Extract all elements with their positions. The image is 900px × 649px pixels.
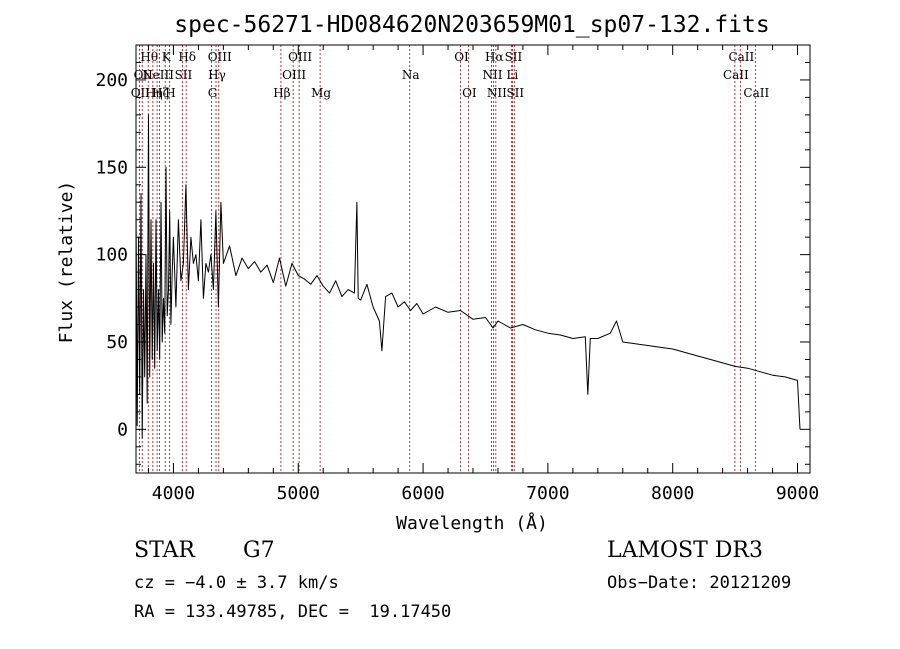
y-tick-label: 0 bbox=[117, 419, 128, 440]
line-marker-label: OI bbox=[462, 86, 477, 100]
line-marker-label: Na bbox=[402, 68, 420, 82]
observation-date: Obs−Date: 20121209 bbox=[607, 573, 792, 593]
y-tick-label: 150 bbox=[95, 157, 128, 178]
object-class: STAR bbox=[134, 538, 195, 563]
y-tick-label: 50 bbox=[106, 332, 128, 353]
line-marker-label: K bbox=[162, 50, 172, 64]
x-axis-label: Wavelength (Å) bbox=[396, 512, 548, 534]
line-marker-label: SII bbox=[505, 50, 523, 64]
y-tick-label: 200 bbox=[95, 70, 128, 91]
line-marker-label: CaII bbox=[728, 50, 754, 64]
x-tick-label: 4000 bbox=[152, 483, 195, 504]
line-marker-label: Hγ bbox=[208, 68, 226, 82]
x-tick-label: 6000 bbox=[401, 483, 444, 504]
line-marker-label: CaII bbox=[743, 86, 769, 100]
line-marker-label: Hδ bbox=[178, 50, 196, 64]
x-tick-label: 8000 bbox=[651, 483, 694, 504]
object-subclass: G7 bbox=[243, 538, 275, 563]
line-marker-label: Hβ bbox=[273, 86, 290, 100]
line-marker-label: Hα bbox=[485, 50, 504, 64]
x-tick-label: 9000 bbox=[776, 483, 819, 504]
line-marker-label: Hθ bbox=[140, 50, 158, 64]
line-marker-label: NII bbox=[482, 68, 502, 82]
plot-frame bbox=[135, 44, 811, 474]
x-tick-label: 7000 bbox=[526, 483, 569, 504]
coordinates: RA = 133.49785, DEC = 19.17450 bbox=[134, 602, 452, 622]
line-marker-label: Mg bbox=[311, 86, 331, 100]
redshift-value: cz = −4.0 ± 3.7 km/s bbox=[134, 573, 339, 593]
x-tick-label: 5000 bbox=[277, 483, 320, 504]
line-marker-label: OIII bbox=[282, 68, 306, 82]
flux-line bbox=[135, 114, 801, 439]
line-marker-label: H bbox=[165, 86, 175, 100]
line-marker-label: OI bbox=[454, 50, 469, 64]
axes: 4000 5000 6000 7000 8000 9000 0 50 100 150 200 bbox=[95, 44, 819, 504]
line-marker-label: NII bbox=[487, 86, 507, 100]
survey-name: LAMOST DR3 bbox=[607, 538, 763, 563]
line-marker-label: CaII bbox=[723, 68, 749, 82]
line-marker-label: SII bbox=[175, 68, 193, 82]
line-marker-label: SII bbox=[506, 86, 524, 100]
flux-series bbox=[135, 114, 801, 439]
chart-title: spec-56271-HD084620N203659M01_sp07-132.f… bbox=[174, 12, 769, 38]
line-marker-label: OIII bbox=[288, 50, 312, 64]
spectral-line-markers: OIIOIIHθHηNeIIIHζKHSIIHδGHγOIIIHβOIIIOII… bbox=[131, 45, 769, 473]
y-tick-label: 100 bbox=[95, 245, 128, 266]
y-axis-label: Flux (relative) bbox=[56, 181, 77, 344]
line-marker-label: OIII bbox=[208, 50, 232, 64]
line-marker-label: Hη bbox=[145, 86, 163, 100]
line-marker-label: G bbox=[208, 86, 218, 100]
line-marker-label: NeIII bbox=[142, 68, 174, 82]
